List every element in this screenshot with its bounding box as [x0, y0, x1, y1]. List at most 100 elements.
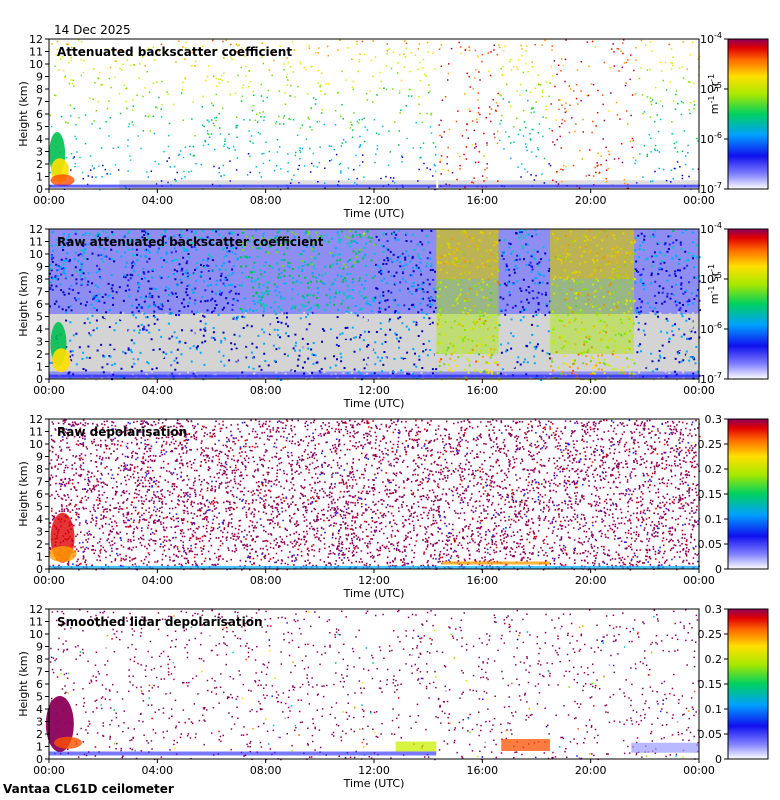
colorbar-tick-label: 10-6 [700, 321, 722, 336]
y-tick-label: 4 [36, 703, 43, 716]
y-tick-label: 9 [36, 261, 43, 274]
y-tick-label: 2 [36, 348, 43, 361]
y-axis-label: Height (km) [17, 461, 30, 527]
colorbar-tick-label: 10-4 [700, 221, 722, 236]
y-tick-label: 7 [36, 666, 43, 679]
panel-2: Raw attenuated backscatter coefficient01… [17, 221, 768, 410]
plot-area [49, 39, 699, 189]
y-tick-label: 6 [36, 678, 43, 691]
colorbar-tick-label: 0.15 [698, 678, 723, 691]
y-axis-label: Height (km) [17, 651, 30, 717]
colorbar-tick-label: 0.1 [705, 513, 723, 526]
colorbar-unit: m-1 sr-1 [707, 264, 721, 304]
y-tick-label: 8 [36, 83, 43, 96]
plot-area [49, 609, 699, 759]
y-tick-label: 11 [29, 236, 43, 249]
y-tick-label: 4 [36, 323, 43, 336]
panels-container: Attenuated backscatter coefficient012345… [17, 31, 768, 790]
x-tick-label: 08:00 [250, 384, 282, 397]
colorbar-tick-label: 0.2 [705, 463, 723, 476]
x-tick-label: 04:00 [141, 384, 173, 397]
y-tick-label: 1 [36, 551, 43, 564]
x-tick-label: 00:00 [33, 384, 65, 397]
y-tick-label: 3 [36, 526, 43, 539]
colorbar-tick-label: 10-4 [700, 31, 722, 46]
x-tick-label: 04:00 [141, 574, 173, 587]
y-tick-label: 3 [36, 716, 43, 729]
y-tick-label: 5 [36, 311, 43, 324]
y-tick-label: 8 [36, 463, 43, 476]
instrument-footer: Vantaa CL61D ceilometer [3, 782, 174, 796]
x-axis-label: Time (UTC) [343, 207, 405, 220]
x-tick-label: 00:00 [683, 764, 715, 777]
colorbar-tick-label: 10-7 [700, 181, 722, 196]
y-tick-label: 6 [36, 488, 43, 501]
x-tick-label: 20:00 [575, 384, 607, 397]
panel-4: Smoothed lidar depolarisation01234567891… [17, 603, 768, 790]
x-tick-label: 08:00 [250, 574, 282, 587]
x-axis-label: Time (UTC) [343, 397, 405, 410]
colorbar-scale [728, 419, 768, 569]
y-axis-label: Height (km) [17, 271, 30, 337]
colorbar-tick-label: 0.25 [698, 628, 723, 641]
x-tick-label: 20:00 [575, 764, 607, 777]
y-tick-label: 3 [36, 336, 43, 349]
colorbar-tick-label: 0.05 [698, 538, 723, 551]
y-tick-label: 8 [36, 653, 43, 666]
colorbar-scale [728, 39, 768, 189]
y-tick-label: 9 [36, 451, 43, 464]
x-tick-label: 12:00 [358, 574, 390, 587]
x-tick-label: 12:00 [358, 194, 390, 207]
x-tick-label: 16:00 [466, 384, 498, 397]
colorbar-tick-label: 0.05 [698, 728, 723, 741]
colorbar-tick-label: 0.3 [705, 413, 723, 426]
y-tick-label: 12 [29, 33, 43, 46]
colorbar: 10-4 10-5 10-6 10-7 m-1 sr-1 [700, 31, 768, 196]
y-tick-label: 9 [36, 71, 43, 84]
x-tick-label: 00:00 [33, 194, 65, 207]
x-tick-label: 12:00 [358, 384, 390, 397]
x-tick-label: 00:00 [683, 574, 715, 587]
panel-title: Smoothed lidar depolarisation [57, 615, 263, 629]
x-tick-label: 04:00 [141, 764, 173, 777]
y-tick-label: 12 [29, 603, 43, 616]
x-axis-label: Time (UTC) [343, 777, 405, 790]
panel-title: Raw attenuated backscatter coefficient [57, 235, 324, 249]
panel-1: Attenuated backscatter coefficient012345… [17, 31, 768, 220]
colorbar-unit: m-1 sr-1 [707, 74, 721, 114]
y-tick-label: 5 [36, 501, 43, 514]
colorbar-tick-label: 0.25 [698, 438, 723, 451]
y-tick-label: 7 [36, 96, 43, 109]
y-tick-label: 3 [36, 146, 43, 159]
y-tick-label: 2 [36, 538, 43, 551]
y-tick-label: 10 [29, 628, 43, 641]
colorbar: 10-4 10-5 10-6 10-7 m-1 sr-1 [700, 221, 768, 386]
heatmap-texture [49, 229, 701, 381]
colorbar-tick-label: 0 [715, 753, 722, 766]
x-tick-label: 08:00 [250, 764, 282, 777]
x-tick-label: 08:00 [250, 194, 282, 207]
x-tick-label: 16:00 [466, 574, 498, 587]
y-tick-label: 2 [36, 728, 43, 741]
colorbar-tick-label: 10-7 [700, 371, 722, 386]
y-axis-label: Height (km) [17, 81, 30, 147]
y-tick-label: 12 [29, 223, 43, 236]
y-tick-label: 11 [29, 616, 43, 629]
x-tick-label: 00:00 [33, 574, 65, 587]
y-tick-label: 9 [36, 641, 43, 654]
y-tick-label: 5 [36, 691, 43, 704]
colorbar-tick-label: 10-6 [700, 131, 722, 146]
colorbar-tick-label: 0.15 [698, 488, 723, 501]
date-label: 14 Dec 2025 [54, 23, 131, 37]
y-tick-label: 1 [36, 741, 43, 754]
y-tick-label: 11 [29, 46, 43, 59]
y-tick-label: 6 [36, 108, 43, 121]
colorbar-tick-label: 0.3 [705, 603, 723, 616]
colorbar-tick-label: 0.1 [705, 703, 723, 716]
y-tick-label: 11 [29, 426, 43, 439]
y-tick-label: 10 [29, 58, 43, 71]
panel-title: Raw depolarisation [57, 425, 187, 439]
x-tick-label: 00:00 [33, 764, 65, 777]
x-tick-label: 12:00 [358, 764, 390, 777]
